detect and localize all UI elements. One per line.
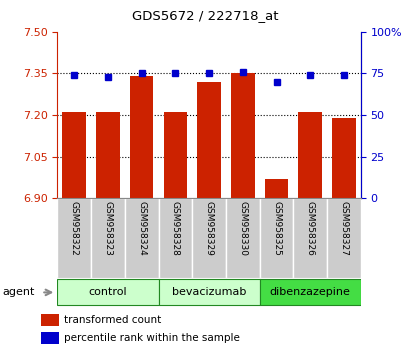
Text: GSM958329: GSM958329	[204, 201, 213, 256]
Bar	[192, 198, 225, 278]
Bar	[259, 279, 360, 306]
Bar	[57, 198, 91, 278]
Bar	[130, 76, 153, 198]
Bar	[158, 279, 259, 306]
Text: GSM958327: GSM958327	[339, 201, 348, 256]
Text: transformed count: transformed count	[63, 315, 160, 325]
Bar	[163, 112, 187, 198]
Bar	[91, 198, 124, 278]
Text: agent: agent	[3, 287, 35, 297]
Text: GSM958326: GSM958326	[305, 201, 314, 256]
Bar	[41, 314, 59, 326]
Bar	[96, 112, 119, 198]
Bar	[259, 198, 293, 278]
Bar	[41, 332, 59, 344]
Bar	[326, 198, 360, 278]
Bar	[57, 279, 158, 306]
Bar	[124, 198, 158, 278]
Bar	[197, 82, 220, 198]
Text: GSM958328: GSM958328	[171, 201, 180, 256]
Text: GSM958325: GSM958325	[271, 201, 280, 256]
Bar	[298, 112, 321, 198]
Text: bevacizumab: bevacizumab	[171, 287, 246, 297]
Text: GSM958324: GSM958324	[137, 201, 146, 255]
Text: GSM958330: GSM958330	[238, 201, 247, 256]
Text: GDS5672 / 222718_at: GDS5672 / 222718_at	[131, 9, 278, 22]
Bar	[62, 112, 86, 198]
Bar	[225, 198, 259, 278]
Text: GSM958323: GSM958323	[103, 201, 112, 256]
Bar	[293, 198, 326, 278]
Text: GSM958322: GSM958322	[70, 201, 79, 255]
Text: percentile rank within the sample: percentile rank within the sample	[63, 333, 239, 343]
Text: control: control	[88, 287, 127, 297]
Bar	[331, 118, 355, 198]
Bar	[264, 179, 288, 198]
Text: dibenzazepine: dibenzazepine	[269, 287, 350, 297]
Bar	[230, 74, 254, 198]
Bar	[158, 198, 192, 278]
